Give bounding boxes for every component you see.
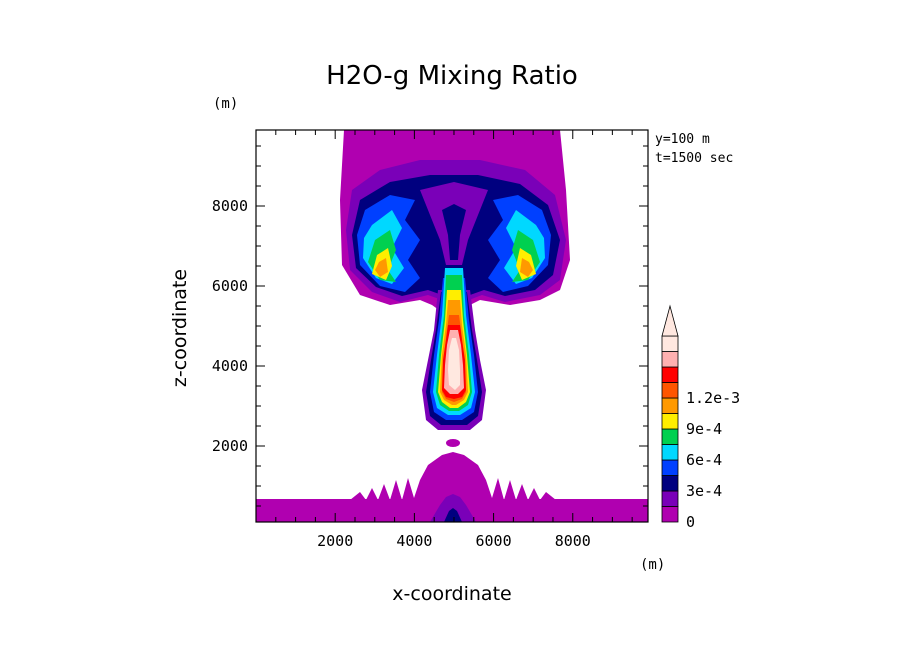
colorbar-swatch <box>661 335 679 352</box>
colorbar-swatch <box>661 459 679 476</box>
surface-left-join <box>256 508 340 514</box>
colorbar-swatch <box>661 382 679 399</box>
x-unit: (m) <box>640 557 665 573</box>
small-blob <box>446 439 460 447</box>
field <box>256 130 648 522</box>
x-tick-label: 8000 <box>555 532 591 550</box>
x-tick-label: 2000 <box>317 532 353 550</box>
colorbar-extend-arrow <box>661 304 679 337</box>
colorbar-tick-label: 1.2e-3 <box>686 389 740 407</box>
plot-area <box>255 129 649 523</box>
cap-lobe-right-7 <box>520 258 533 277</box>
chart-title: H2O-g Mixing Ratio <box>326 61 578 91</box>
y-tick-label: 6000 <box>212 277 248 295</box>
colorbar-swatch <box>661 490 679 507</box>
colorbar: 0 3e-4 6e-4 9e-4 1.2e-3 <box>661 304 740 531</box>
colorbar-swatch <box>661 413 679 430</box>
colorbar-swatch <box>661 475 679 492</box>
colorbar-swatch <box>661 444 679 461</box>
colorbar-swatch <box>661 397 679 414</box>
cap-lobe-left-7 <box>375 258 388 277</box>
cap-center-2 <box>442 204 466 260</box>
y-tick-label: 2000 <box>212 437 248 455</box>
colorbar-tick-label: 9e-4 <box>686 420 722 438</box>
colorbar-swatch <box>661 351 679 368</box>
base-dome-level-2 <box>444 508 462 522</box>
surface-right-join <box>570 508 648 514</box>
colorbar-swatch <box>661 506 679 523</box>
annotation-y: y=100 m <box>655 132 710 147</box>
x-tick-label: 6000 <box>476 532 512 550</box>
y-tick-label: 4000 <box>212 357 248 375</box>
colorbar-tick-label: 0 <box>686 513 695 531</box>
y-unit: (m) <box>213 96 238 112</box>
base-dome-level-0 <box>326 452 580 522</box>
plume-level-11 <box>448 338 460 390</box>
x-tick-label: 4000 <box>396 532 432 550</box>
x-axis-label: x-coordinate <box>392 583 511 605</box>
axes: 2000 4000 6000 8000 2000 4000 6000 8000 <box>212 130 648 550</box>
colorbar-tick-label: 3e-4 <box>686 482 722 500</box>
annotation-t: t=1500 sec <box>655 151 733 166</box>
y-axis-label: z-coordinate <box>169 269 191 387</box>
colorbar-swatch <box>661 428 679 445</box>
y-tick-label: 8000 <box>212 197 248 215</box>
colorbar-swatch <box>661 366 679 383</box>
colorbar-tick-label: 6e-4 <box>686 451 722 469</box>
